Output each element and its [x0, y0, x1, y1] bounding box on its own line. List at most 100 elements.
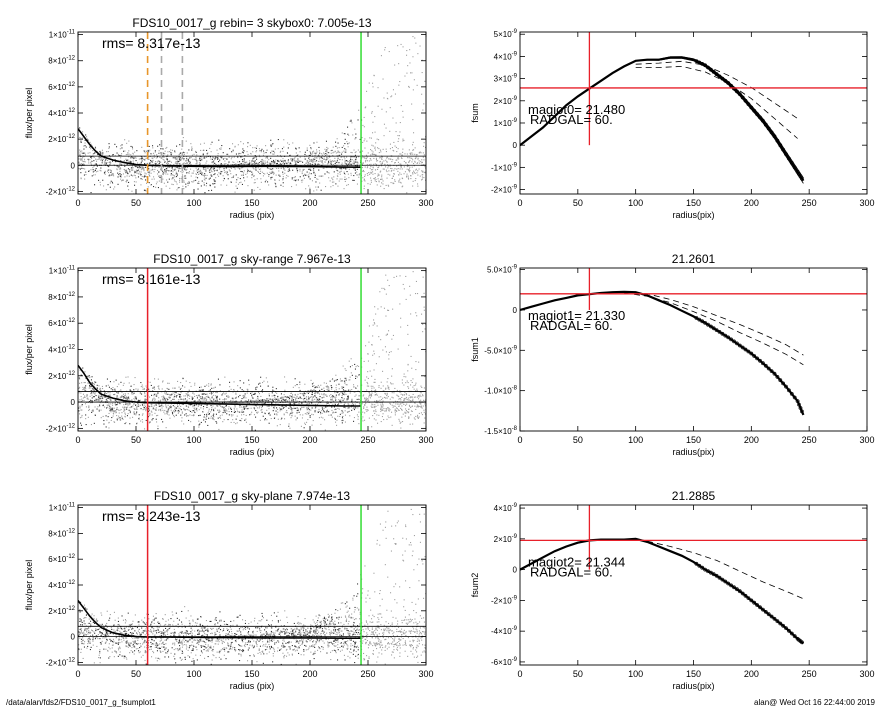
- x-tick-label: 50: [573, 669, 583, 679]
- x-tick-label: 300: [859, 435, 874, 445]
- y-tick-label: 8×10-12: [48, 528, 75, 538]
- magiot-annotation: magiot0= 21.480: [528, 102, 625, 117]
- chart-title: FDS10_0017_g rebin= 3 skybox0: 7.005e-13: [132, 16, 371, 30]
- y-tick-label: 2×10-9: [494, 534, 518, 544]
- y-tick-label: -2×10-9: [491, 595, 518, 605]
- y-tick-label: -4×10-9: [491, 626, 518, 636]
- x-axis-label: radius (pix): [230, 447, 275, 457]
- plot-area-right1: [520, 32, 867, 184]
- footer-timestamp: alan@ Wed Oct 16 22:44:00 2019: [754, 698, 875, 707]
- dashed-curve-0: [624, 291, 804, 356]
- y-tick-label: 4×10-9: [494, 51, 518, 61]
- x-tick-label: 300: [859, 669, 874, 679]
- y-tick-label: 6×10-12: [48, 554, 75, 564]
- radgal-annotation: RADGAL= 60.: [530, 112, 613, 127]
- plot-frame: [519, 267, 868, 432]
- scatter-points: [78, 270, 426, 431]
- y-tick-label: -2×10-12: [46, 186, 76, 196]
- x-tick-label: 300: [418, 669, 433, 679]
- magiot-annotation: magiot1= 21.330: [528, 308, 625, 323]
- x-tick-label: 0: [75, 669, 80, 679]
- x-tick-label: 0: [75, 198, 80, 208]
- y-tick-label: 2×10-12: [48, 134, 75, 144]
- x-tick-label: 150: [686, 435, 701, 445]
- x-tick-label: 300: [859, 198, 874, 208]
- x-tick-label: 50: [573, 435, 583, 445]
- y-tick-label: 4×10-12: [48, 580, 75, 590]
- x-tick-label: 150: [686, 198, 701, 208]
- chart-title: FDS10_0017_g sky-plane 7.974e-13: [154, 489, 350, 503]
- y-tick-label: 5.0×10-9: [487, 265, 518, 275]
- x-tick-label: 150: [244, 435, 259, 445]
- y-tick-label: 0: [513, 141, 518, 150]
- chart-left3: rms= 8.243e-13 0 50 100 150 200 250 300 1×10-11 8…: [24, 489, 434, 691]
- y-tick-label: 6×10-12: [48, 82, 75, 92]
- x-tick-label: 250: [802, 435, 817, 445]
- y-tick-label: -1.0×10-8: [484, 386, 517, 396]
- y-tick-label: 2×10-12: [48, 606, 75, 616]
- chart-left2: rms= 8.161e-13 0 50 100 150 200 250 300 1×10-11 8…: [24, 252, 434, 457]
- fsum-markers: [694, 316, 804, 414]
- radgal-annotation: RADGAL= 60.: [530, 564, 613, 579]
- fsum-curve: [520, 537, 805, 645]
- y-tick-label: 8×10-12: [48, 292, 75, 302]
- y-tick-label: 0: [513, 566, 518, 575]
- magiot-annotation: magiot2= 21.344: [528, 554, 625, 569]
- x-axis-label: radius (pix): [230, 681, 275, 691]
- x-tick-label: 200: [744, 669, 759, 679]
- y-tick-label: -1.5×10-8: [484, 426, 517, 436]
- y-axis-label: flux/per pixel: [24, 324, 34, 375]
- x-tick-label: 150: [244, 669, 259, 679]
- x-tick-label: 200: [302, 435, 317, 445]
- y-tick-label: 5×10-9: [494, 29, 518, 39]
- x-tick-label: 50: [573, 198, 583, 208]
- x-tick-label: 0: [517, 669, 522, 679]
- y-axis-label: fsum1: [470, 337, 480, 362]
- x-tick-label: 50: [131, 435, 141, 445]
- x-tick-label: 100: [628, 435, 643, 445]
- plot-area-left2: [78, 268, 426, 431]
- radgal-annotation: RADGAL= 60.: [530, 318, 613, 333]
- rms-annotation: rms= 8.161e-13: [102, 271, 201, 287]
- y-tick-label: 0: [71, 161, 76, 170]
- y-tick-label: -2×10-12: [46, 657, 76, 667]
- x-tick-label: 100: [628, 198, 643, 208]
- y-tick-label: 4×10-12: [48, 345, 75, 355]
- x-tick-label: 50: [131, 669, 141, 679]
- y-tick-label: 0: [71, 398, 76, 407]
- fsum-curve: [520, 290, 805, 416]
- y-tick-label: -5.0×10-9: [484, 345, 517, 355]
- x-tick-label: 200: [302, 198, 317, 208]
- y-axis-label: flux/per pixel: [24, 88, 34, 139]
- plot-area-left1: [78, 32, 426, 194]
- x-tick-label: 100: [186, 198, 201, 208]
- x-tick-label: 250: [360, 669, 375, 679]
- x-tick-label: 0: [517, 198, 522, 208]
- x-tick-label: 250: [360, 435, 375, 445]
- y-axis-label: fsum: [470, 103, 480, 123]
- x-tick-label: 150: [686, 669, 701, 679]
- x-tick-label: 200: [302, 669, 317, 679]
- scatter-points: [78, 508, 426, 665]
- footer-filepath: /data/alan/fds2/FDS10_0017_g_fsumplot1: [6, 698, 156, 707]
- x-tick-label: 250: [802, 198, 817, 208]
- x-tick-label: 100: [186, 435, 201, 445]
- plot-frame: [77, 504, 427, 666]
- y-tick-label: 2×10-9: [494, 96, 518, 106]
- y-tick-label: -2×10-12: [46, 423, 76, 433]
- x-tick-label: 100: [628, 669, 643, 679]
- y-tick-label: 3×10-9: [494, 74, 518, 84]
- y-tick-label: 1×10-11: [49, 503, 76, 513]
- x-tick-label: 250: [360, 198, 375, 208]
- y-tick-label: 4×10-9: [494, 503, 518, 513]
- chart-title: FDS10_0017_g sky-range 7.967e-13: [153, 252, 351, 266]
- rms-annotation: rms= 8.317e-13: [102, 35, 201, 51]
- scatter-points: [78, 36, 426, 194]
- x-axis-label: radius(pix): [672, 447, 714, 457]
- y-tick-label: 6×10-12: [48, 318, 75, 328]
- dashed-curve-0: [635, 60, 798, 119]
- x-axis-label: radius (pix): [230, 210, 275, 220]
